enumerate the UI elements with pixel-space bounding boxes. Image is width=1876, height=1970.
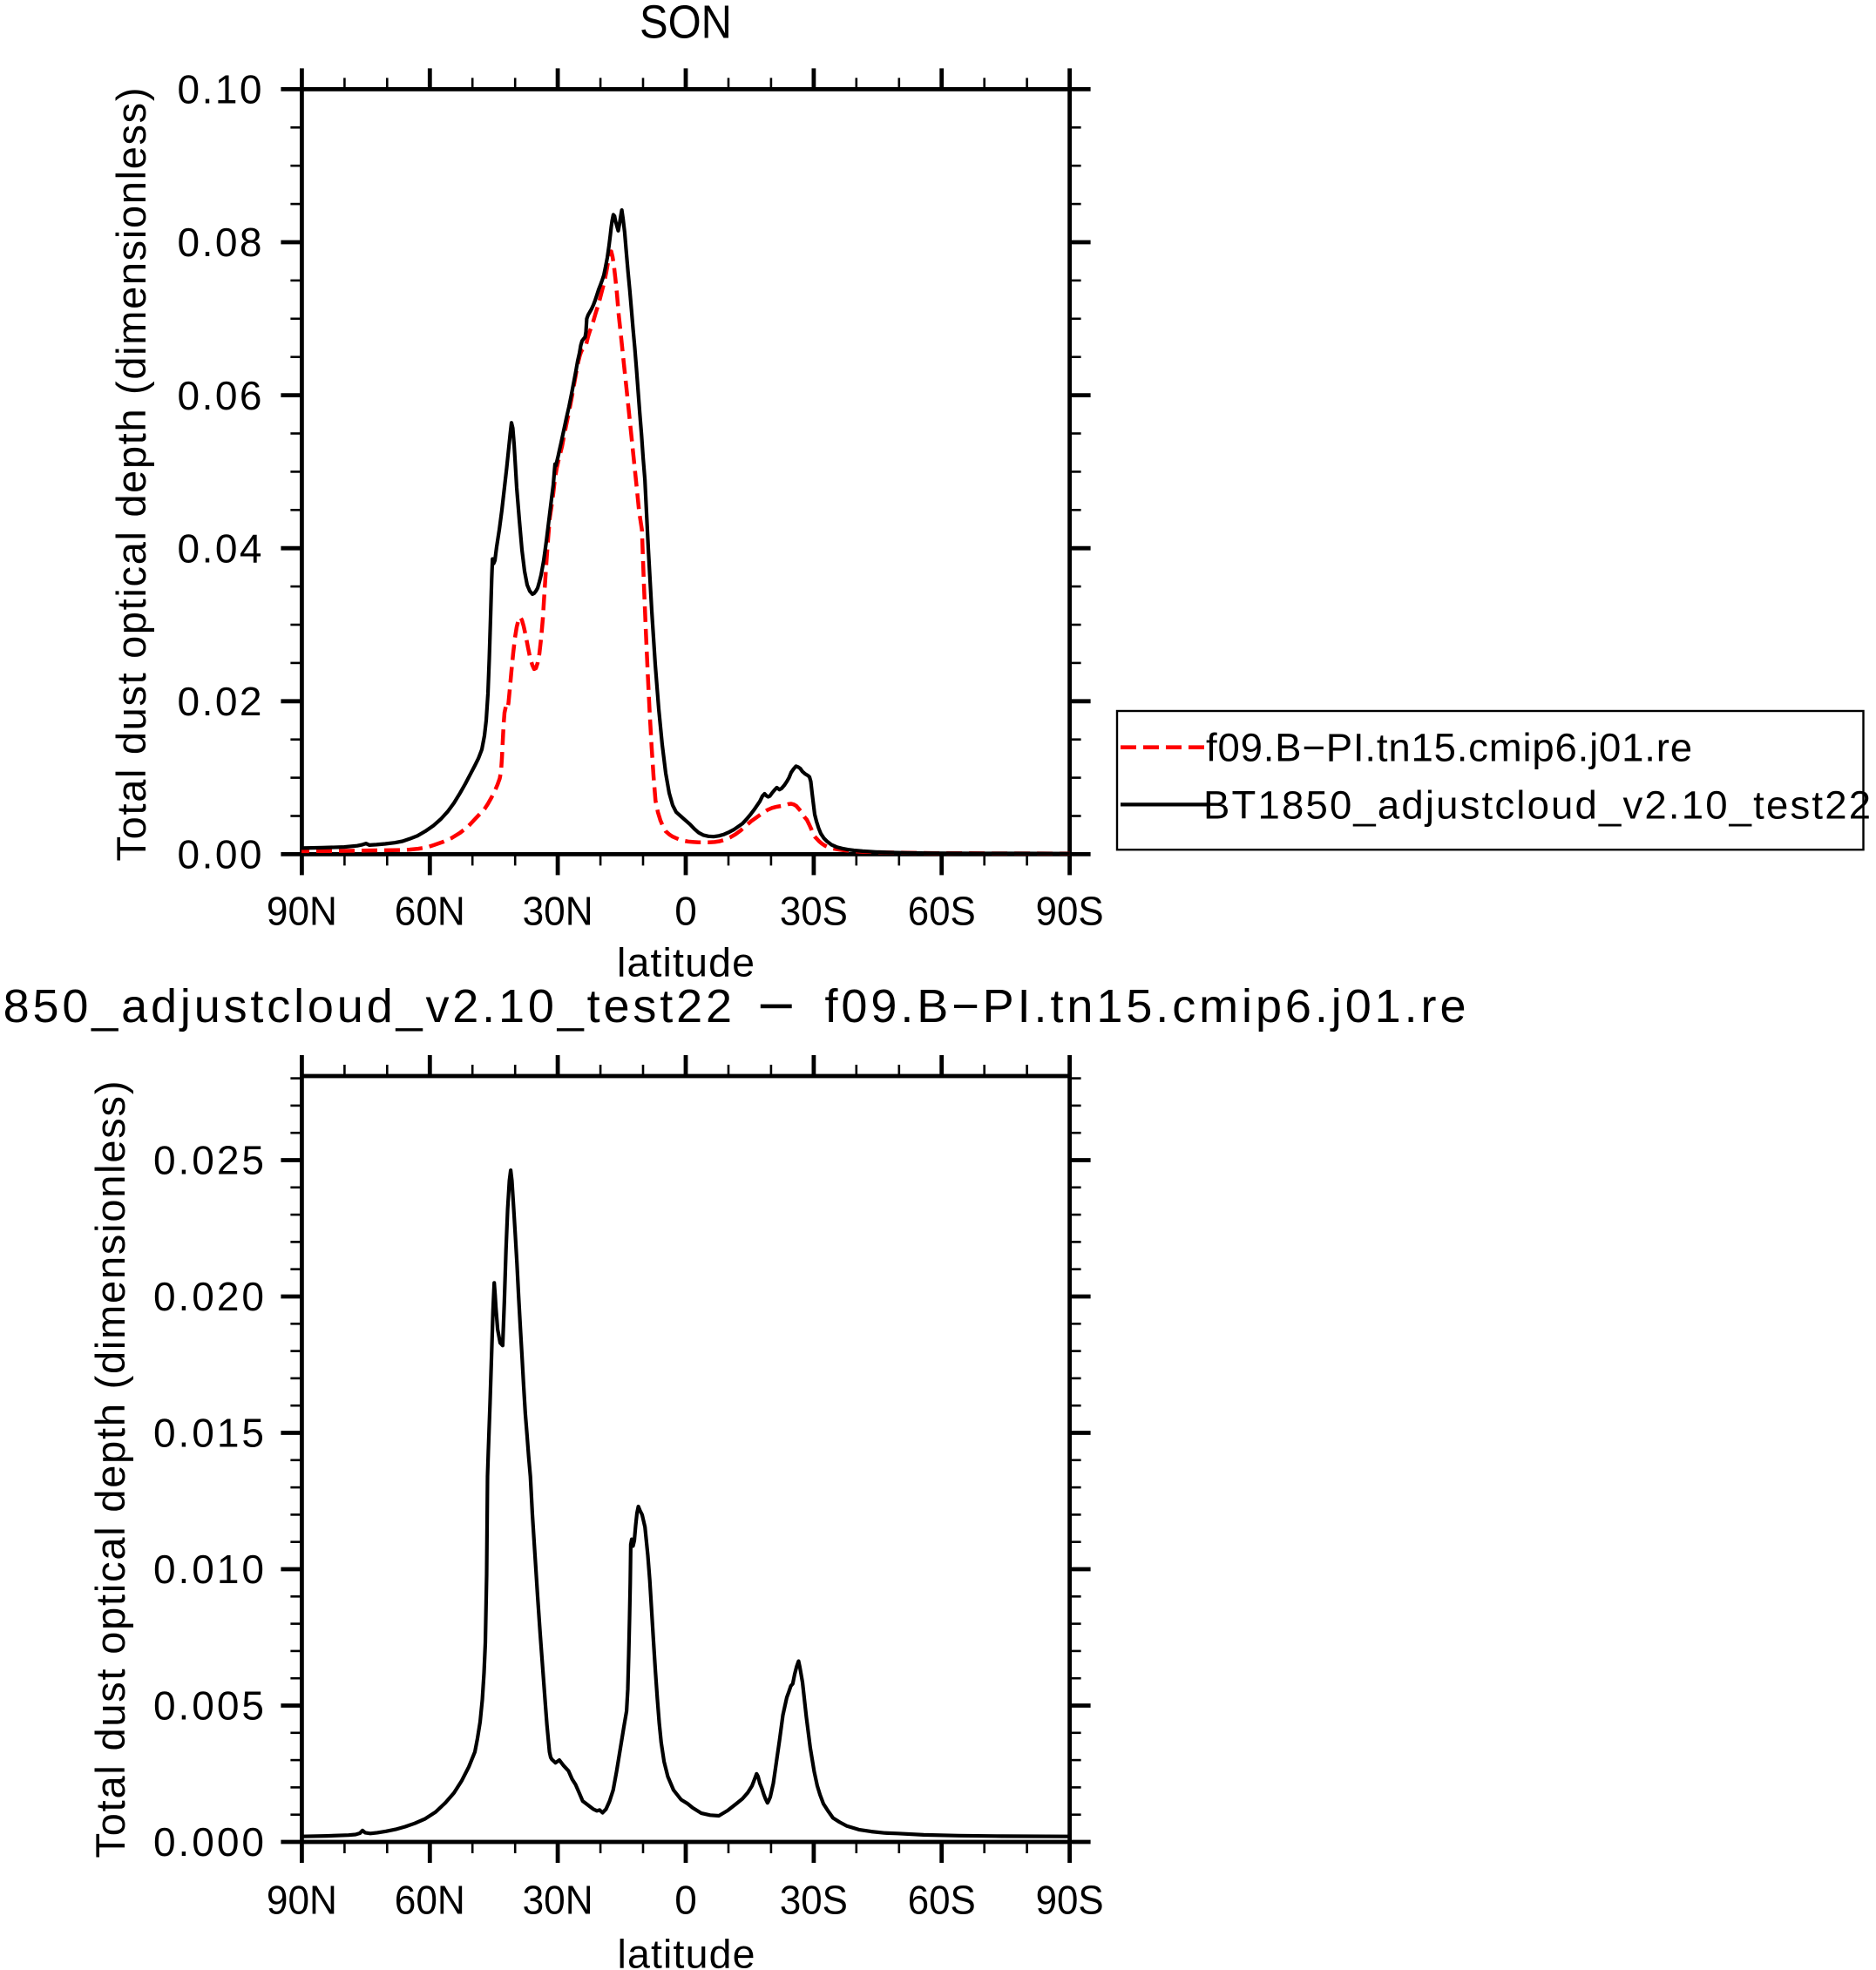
svg-text:f09.B−PI.tn15.cmip6.j01.re: f09.B−PI.tn15.cmip6.j01.re (1206, 725, 1692, 769)
svg-text:60N: 60N (395, 889, 465, 934)
svg-text:0.015: 0.015 (153, 1411, 264, 1456)
svg-text:0.04: 0.04 (178, 525, 262, 571)
svg-text:90S: 90S (1036, 1878, 1104, 1923)
svg-text:0.08: 0.08 (178, 220, 262, 265)
svg-text:0.025: 0.025 (153, 1138, 264, 1183)
svg-text:0.02: 0.02 (178, 679, 262, 724)
svg-text:BT1850_adjustcloud_v2.10_test2: BT1850_adjustcloud_v2.10_test22 (1203, 783, 1871, 828)
svg-text:60S: 60S (908, 1878, 976, 1923)
svg-text:Total dust optical depth (dime: Total dust optical depth (dimensionless) (108, 88, 154, 862)
svg-text:SON: SON (640, 0, 732, 48)
svg-text:0.010: 0.010 (153, 1547, 264, 1592)
svg-text:0: 0 (674, 889, 697, 934)
svg-text:0.005: 0.005 (153, 1683, 264, 1729)
svg-text:30N: 30N (523, 889, 593, 934)
svg-text:90S: 90S (1036, 889, 1104, 934)
svg-text:90N: 90N (267, 1878, 337, 1923)
svg-text:0.00: 0.00 (178, 832, 262, 877)
svg-text:30S: 30S (780, 889, 848, 934)
svg-text:0.020: 0.020 (153, 1274, 264, 1319)
svg-text:0.000: 0.000 (153, 1819, 264, 1865)
svg-text:f09.B−PI.tn15.cmip6.j01.re: f09.B−PI.tn15.cmip6.j01.re (825, 980, 1466, 1032)
svg-text:BT1850_adjustcloud_v2.10_test2: BT1850_adjustcloud_v2.10_test22 (0, 980, 732, 1032)
svg-text:60S: 60S (908, 889, 976, 934)
svg-text:0.06: 0.06 (178, 373, 262, 418)
svg-text:latitude: latitude (617, 940, 755, 985)
svg-text:0.10: 0.10 (178, 67, 262, 112)
svg-text:Total dust optical depth (dime: Total dust optical depth (dimensionless) (87, 1081, 133, 1858)
svg-text:0: 0 (674, 1878, 697, 1923)
svg-text:90N: 90N (267, 889, 337, 934)
svg-text:30S: 30S (780, 1878, 848, 1923)
svg-text:latitude: latitude (618, 1932, 755, 1970)
svg-text:60N: 60N (395, 1878, 465, 1923)
svg-text:30N: 30N (523, 1878, 593, 1923)
